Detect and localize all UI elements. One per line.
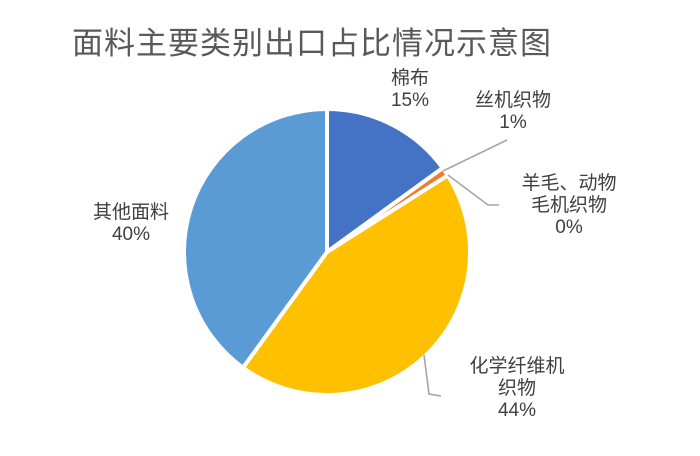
slice-label-wool-animal-hair-text: 羊毛、动物毛机织物 [521, 173, 617, 216]
slice-label-other-fabrics-text: 其他面料 [92, 202, 170, 223]
leader-line-wool-animal-hair [447, 174, 499, 206]
slice-label-chemical-fiber-pct: 44% [497, 400, 537, 421]
pie-slice-cotton [325, 107, 445, 254]
slice-label-other-fabrics: 其他面料 40% [93, 202, 169, 246]
slice-label-cotton-text: 棉布 [390, 68, 429, 89]
slice-label-other-fabrics-pct: 40% [111, 224, 151, 245]
slice-label-chemical-fiber: 化学纤维机织物 44% [466, 356, 569, 422]
pie-slice-other-fabrics [182, 107, 329, 370]
slice-label-chemical-fiber-text: 化学纤维机织物 [469, 356, 565, 399]
slice-label-silk-woven-pct: 1% [499, 112, 527, 133]
leader-line-chemical-fiber [423, 354, 442, 397]
chart-title: 面料主要类别出口占比情况示意图 [72, 26, 552, 61]
slice-label-silk-woven: 丝机织物 1% [475, 90, 551, 134]
slice-label-cotton-pct: 15% [390, 90, 430, 111]
slice-label-wool-animal-hair-pct: 0% [555, 217, 583, 238]
slice-label-cotton: 棉布 15% [391, 68, 429, 112]
slice-label-wool-animal-hair: 羊毛、动物毛机织物 0% [518, 173, 621, 239]
slice-label-silk-woven-text: 丝机织物 [474, 90, 552, 111]
leader-line-silk-woven [442, 139, 508, 172]
